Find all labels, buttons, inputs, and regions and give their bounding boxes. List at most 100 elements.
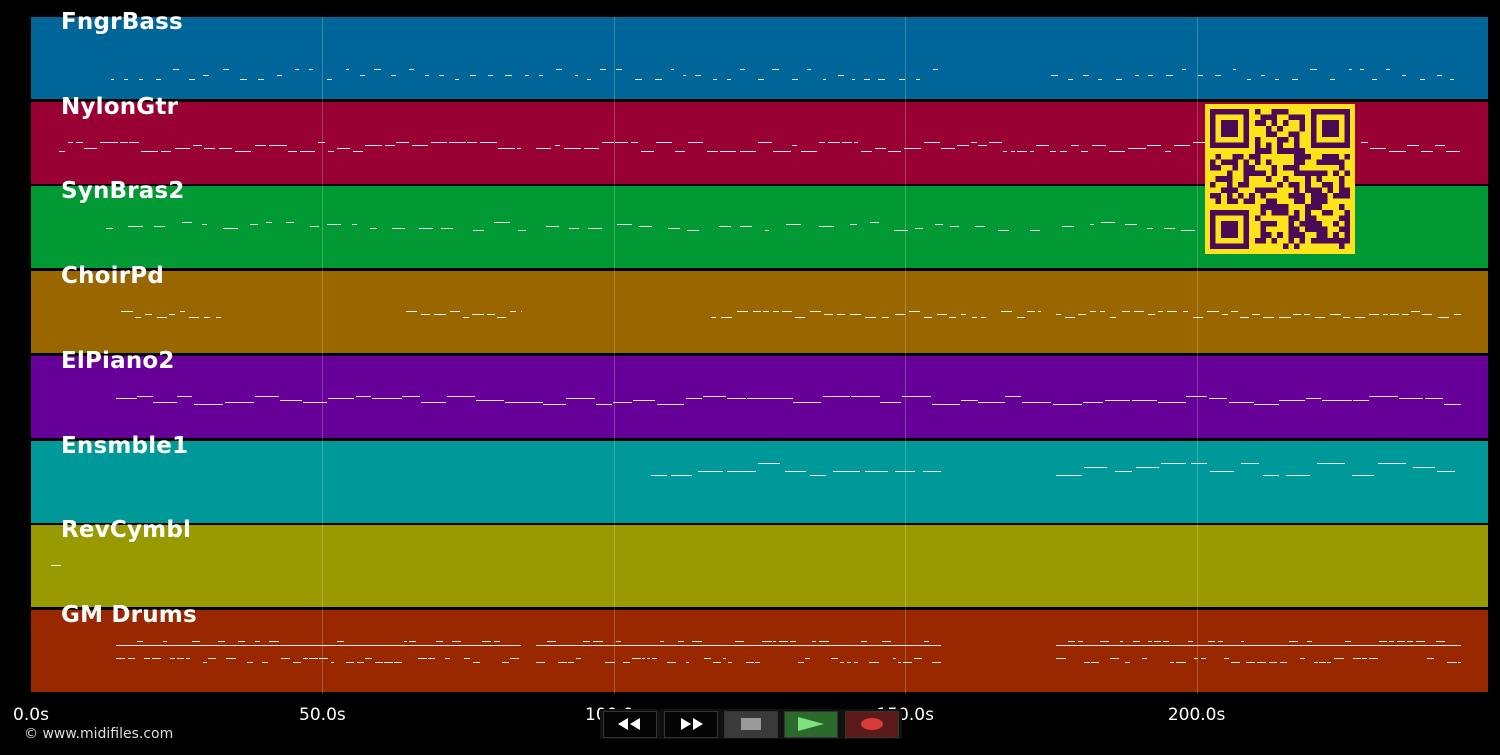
midi-note	[498, 147, 516, 149]
midi-note	[309, 657, 318, 659]
midi-note	[922, 470, 941, 472]
midi-note	[752, 311, 761, 313]
midi-note	[950, 226, 959, 228]
midi-note	[1233, 69, 1237, 70]
midi-note	[1109, 317, 1117, 319]
track-lane[interactable]: FngrBass	[31, 9, 1488, 99]
midi-note	[1163, 640, 1170, 642]
midi-note	[434, 314, 447, 316]
midi-note	[1360, 69, 1364, 70]
midi-note	[517, 147, 521, 149]
midi-note	[894, 230, 908, 232]
track-lane[interactable]: RevCymbl	[31, 517, 1488, 608]
midi-note	[599, 69, 606, 70]
midi-note	[1425, 397, 1443, 399]
midi-note	[1353, 657, 1361, 659]
midi-note	[352, 150, 363, 152]
record-button[interactable]	[844, 710, 899, 738]
track-lane[interactable]: ElPiano2	[31, 348, 1488, 438]
midi-note	[601, 141, 615, 143]
midi-note	[127, 226, 144, 228]
midi-note	[1182, 311, 1189, 313]
rewind-button[interactable]	[603, 710, 658, 738]
track-name: RevCymbl	[61, 517, 192, 544]
midi-note	[924, 317, 933, 319]
midi-note	[218, 147, 232, 149]
midi-note	[505, 401, 524, 403]
midi-note	[1078, 640, 1083, 642]
midi-note	[1124, 224, 1137, 226]
midi-note	[898, 79, 906, 80]
midi-note	[177, 395, 193, 397]
midi-note	[1131, 399, 1158, 401]
midi-note	[739, 69, 745, 70]
midi-note	[1064, 317, 1076, 319]
midi-note	[809, 311, 821, 313]
midi-note	[254, 395, 280, 397]
midi-note	[988, 141, 1002, 143]
midi-note	[978, 144, 988, 146]
midi-note	[51, 565, 61, 567]
midi-note	[1240, 640, 1245, 642]
midi-note	[277, 75, 282, 76]
midi-note	[444, 657, 451, 659]
midi-note	[798, 661, 804, 663]
midi-note	[351, 224, 358, 226]
midi-note	[518, 230, 526, 232]
midi-note	[853, 141, 859, 143]
midi-note	[523, 401, 543, 403]
midi-note	[568, 661, 574, 663]
midi-note	[1208, 397, 1227, 399]
midi-note	[1030, 150, 1035, 152]
stop-button[interactable]	[723, 710, 778, 738]
midi-note	[1174, 144, 1190, 146]
track-name: GM Drums	[61, 601, 197, 628]
midi-note	[675, 150, 685, 152]
midi-note	[1245, 661, 1256, 663]
play-icon	[798, 717, 825, 731]
midi-note	[1035, 144, 1049, 146]
track-lane[interactable]: Ensmble1	[31, 433, 1488, 523]
midi-note	[1450, 79, 1455, 80]
midi-note	[667, 661, 676, 663]
midi-note	[1435, 144, 1445, 146]
midi-note	[864, 79, 870, 80]
midi-note	[1413, 466, 1435, 468]
midi-note	[203, 317, 210, 319]
qr-code-icon	[1205, 104, 1355, 254]
midi-note	[1383, 314, 1389, 316]
midi-note	[1198, 75, 1204, 76]
midi-note	[1262, 317, 1275, 319]
midi-note	[203, 75, 209, 76]
midi-note	[1001, 311, 1013, 313]
midi-note	[374, 69, 382, 70]
track-lane[interactable]: ChoirPd	[31, 263, 1488, 354]
midi-note	[143, 657, 151, 659]
play-button[interactable]	[784, 710, 839, 738]
midi-note	[1010, 150, 1016, 152]
midi-note	[1310, 69, 1318, 70]
midi-note	[154, 226, 166, 228]
midi-note	[1291, 79, 1299, 80]
midi-note	[1147, 640, 1152, 642]
midi-note	[155, 79, 161, 80]
track-lane[interactable]: GM Drums	[31, 602, 1488, 692]
midi-note	[622, 661, 631, 663]
midi-note	[703, 395, 727, 397]
midi-note	[892, 657, 897, 659]
midi-note	[365, 144, 382, 146]
fast-forward-button[interactable]	[663, 710, 718, 738]
midi-note	[778, 640, 788, 642]
midi-note	[238, 640, 245, 642]
midi-note	[1396, 640, 1405, 642]
midi-note	[850, 314, 862, 316]
midi-note	[1181, 230, 1196, 232]
midi-note	[326, 224, 341, 226]
midi-note	[616, 640, 621, 642]
midi-note	[470, 75, 477, 76]
midi-note	[897, 661, 901, 663]
midi-note	[370, 228, 377, 230]
midi-note	[791, 144, 797, 146]
midi-note	[678, 640, 685, 642]
midi-note	[1135, 75, 1140, 76]
